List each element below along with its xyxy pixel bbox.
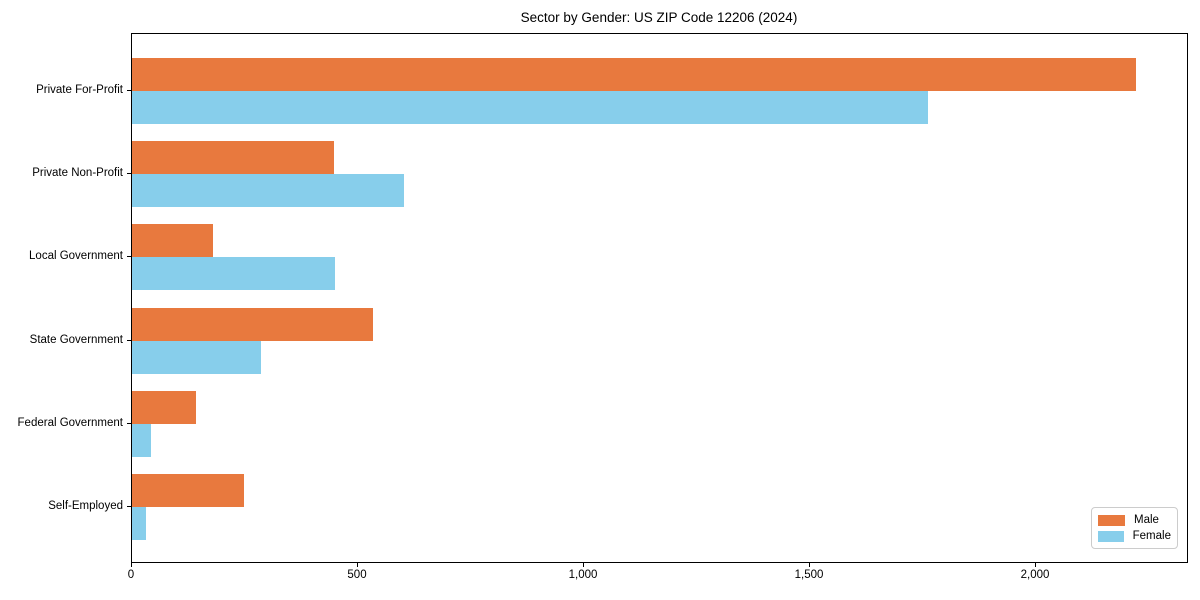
ytick-label-private-for-profit: Private For-Profit [36,84,123,96]
ytick-mark-private-for-profit [127,90,131,91]
bar-male-private-non-profit [132,141,334,175]
bar-female-private-for-profit [132,91,928,124]
bar-female-self-employed [132,507,146,540]
bar-male-federal-government [132,390,196,424]
bar-female-state-government [132,340,261,374]
bar-female-local-government [132,257,335,291]
legend-label-female: Female [1132,530,1171,542]
bar-male-local-government [132,224,213,258]
chart-title: Sector by Gender: US ZIP Code 12206 (202… [520,10,798,25]
ytick-mark-state-government [127,339,131,341]
xtick-mark-2000 [1035,563,1036,567]
ytick-mark-local-government [127,256,131,258]
xtick-label-500: 500 [347,569,367,581]
bar-male-state-government [132,307,373,341]
ytick-mark-self-employed [127,506,131,507]
ytick-label-self-employed: Self-Employed [48,500,123,512]
xtick-mark-500 [357,563,358,567]
xtick-mark-1500 [809,563,810,567]
ytick-label-private-non-profit: Private Non-Profit [32,167,123,180]
ytick-label-local-government: Local Government [29,250,123,263]
xtick-label-2000: 2,000 [1020,569,1050,581]
legend-label-male: Male [1134,514,1159,526]
bar-female-federal-government [132,423,151,457]
ytick-label-federal-government: Federal Government [17,416,123,429]
ytick-mark-private-non-profit [127,173,131,175]
bar-male-private-for-profit [132,58,1136,91]
legend-swatch-female [1098,530,1124,542]
xtick-mark-1000 [583,563,584,567]
xtick-label-1000: 1,000 [568,569,598,581]
plot-area [131,33,1188,563]
xtick-mark-0 [131,563,132,567]
legend-swatch-male [1098,514,1125,526]
ytick-label-state-government: State Government [29,333,123,346]
legend-item-male: Male [1098,513,1171,527]
legend-item-female: Female [1098,529,1171,543]
xtick-label-1500: 1,500 [794,569,824,581]
legend: Male Female [1091,507,1178,549]
ytick-mark-federal-government [127,422,131,424]
xtick-label-0: 0 [127,569,135,581]
bar-male-self-employed [132,474,244,507]
bar-female-private-non-profit [132,174,404,208]
